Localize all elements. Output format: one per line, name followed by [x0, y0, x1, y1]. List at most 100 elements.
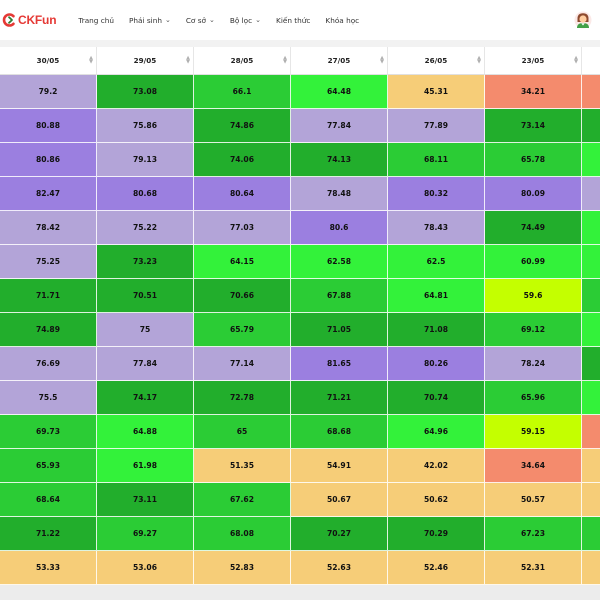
table-row: 79.2 73.08 66.1 64.48 45.31 34.21 [0, 75, 600, 109]
table-cell: 80.09 [485, 177, 582, 211]
sort-icon[interactable]: ▲ ▼ [380, 55, 384, 65]
table-row: 53.33 53.06 52.83 52.63 52.46 52.31 [0, 551, 600, 585]
table-cell [582, 279, 600, 313]
table-body: 79.2 73.08 66.1 64.48 45.31 34.21 80.88 75.86 74… [0, 75, 600, 585]
chevron-down-icon: ⌄ [208, 16, 215, 24]
table-row: 82.47 80.68 80.64 78.48 80.32 80.09 [0, 177, 600, 211]
table-cell: 64.81 [388, 279, 485, 313]
table-cell: 80.88 [0, 109, 97, 143]
table-cell: 68.08 [194, 517, 291, 551]
table-cell: 77.03 [194, 211, 291, 245]
table-cell: 51.35 [194, 449, 291, 483]
page-footer-strip [0, 585, 600, 600]
table-cell: 68.68 [291, 415, 388, 449]
nav-item[interactable]: Phái sinh ⌄ [129, 16, 171, 25]
brand-logo[interactable]: CKFun [2, 13, 57, 27]
table-cell: 71.22 [0, 517, 97, 551]
nav-item[interactable]: Kiến thức [276, 16, 310, 25]
table-cell: 62.58 [291, 245, 388, 279]
sort-icon[interactable]: ▲ ▼ [283, 55, 287, 65]
nav-item[interactable]: Khóa học [325, 16, 359, 25]
table-cell [582, 449, 600, 483]
column-header-label: 26/05 [424, 56, 448, 65]
nav-item[interactable]: Trang chủ [78, 16, 114, 25]
table-cell: 78.43 [388, 211, 485, 245]
table-cell: 67.88 [291, 279, 388, 313]
table-cell: 73.11 [97, 483, 194, 517]
table-cell [582, 245, 600, 279]
column-header[interactable]: 28/05 ▲ ▼ [194, 47, 291, 75]
table-cell [582, 517, 600, 551]
table-cell: 75.22 [97, 211, 194, 245]
table-cell: 34.21 [485, 75, 582, 109]
table-cell: 70.66 [194, 279, 291, 313]
main-nav: Trang chủ Phái sinh ⌄ Cơ sở ⌄ Bộ lọc ⌄ Kiến thứ… [78, 16, 374, 25]
table-cell: 74.06 [194, 143, 291, 177]
table-cell: 52.31 [485, 551, 582, 585]
table-cell: 73.14 [485, 109, 582, 143]
table-cell: 70.74 [388, 381, 485, 415]
chevron-down-icon: ⌄ [255, 16, 262, 24]
table-row: 75.25 73.23 64.15 62.58 62.5 60.99 [0, 245, 600, 279]
nav-item[interactable]: Bộ lọc ⌄ [230, 16, 261, 25]
column-header[interactable] [582, 47, 600, 75]
table-cell: 70.51 [97, 279, 194, 313]
table-cell: 65.78 [485, 143, 582, 177]
column-header-label: 23/05 [521, 56, 545, 65]
table-cell: 34.64 [485, 449, 582, 483]
table-cell [582, 211, 600, 245]
table-cell: 64.48 [291, 75, 388, 109]
column-header[interactable]: 26/05 ▲ ▼ [388, 47, 485, 75]
table-cell: 64.88 [97, 415, 194, 449]
column-header[interactable]: 23/05 ▲ ▼ [485, 47, 582, 75]
table-cell: 75.86 [97, 109, 194, 143]
user-avatar-icon[interactable] [574, 11, 592, 29]
chevron-down-icon: ⌄ [164, 16, 171, 24]
table-cell: 69.27 [97, 517, 194, 551]
nav-item[interactable]: Cơ sở ⌄ [186, 16, 215, 25]
table-cell: 80.68 [97, 177, 194, 211]
table-cell [582, 551, 600, 585]
sort-icon[interactable]: ▲ ▼ [574, 55, 578, 65]
column-header[interactable]: 30/05 ▲ ▼ [0, 47, 97, 75]
table-cell: 65.79 [194, 313, 291, 347]
table-cell: 80.26 [388, 347, 485, 381]
table-cell [582, 347, 600, 381]
table-cell: 81.65 [291, 347, 388, 381]
table-cell: 74.13 [291, 143, 388, 177]
table-cell: 74.49 [485, 211, 582, 245]
table-cell [582, 313, 600, 347]
column-header-label: 29/05 [133, 56, 157, 65]
table-row: 80.88 75.86 74.86 77.84 77.89 73.14 [0, 109, 600, 143]
top-navbar: CKFun Trang chủ Phái sinh ⌄ Cơ sở ⌄ Bộ lọc ⌄ Ki… [0, 0, 600, 40]
table-cell [582, 483, 600, 517]
table-cell: 64.15 [194, 245, 291, 279]
table-cell: 61.98 [97, 449, 194, 483]
table-header: 30/05 ▲ ▼ 29/05 ▲ ▼ 28/05 ▲ ▼ 27/05 ▲ ▼ 26/05 ▲ ▼ 23/05… [0, 47, 600, 75]
table-cell: 59.15 [485, 415, 582, 449]
table-cell: 53.33 [0, 551, 97, 585]
brand-name: CKFun [18, 13, 57, 27]
nav-item-label: Trang chủ [78, 15, 115, 25]
column-header[interactable]: 27/05 ▲ ▼ [291, 47, 388, 75]
table-cell: 77.84 [291, 109, 388, 143]
table-cell: 80.32 [388, 177, 485, 211]
sort-icon[interactable]: ▲ ▼ [89, 55, 93, 65]
table-cell: 70.27 [291, 517, 388, 551]
table-cell: 67.23 [485, 517, 582, 551]
table-cell: 42.02 [388, 449, 485, 483]
table-cell: 66.1 [194, 75, 291, 109]
table-cell: 59.6 [485, 279, 582, 313]
table-cell: 73.08 [97, 75, 194, 109]
table-row: 69.73 64.88 65 68.68 64.96 59.15 [0, 415, 600, 449]
column-header[interactable]: 29/05 ▲ ▼ [97, 47, 194, 75]
table-row: 80.86 79.13 74.06 74.13 68.11 65.78 [0, 143, 600, 177]
sort-icon[interactable]: ▲ ▼ [186, 55, 190, 65]
sort-icon[interactable]: ▲ ▼ [477, 55, 481, 65]
table-cell: 79.2 [0, 75, 97, 109]
table-cell: 71.71 [0, 279, 97, 313]
column-header-label: 30/05 [36, 56, 60, 65]
nav-item-label: Bộ lọc [229, 15, 253, 25]
table-cell [582, 415, 600, 449]
table-cell: 69.73 [0, 415, 97, 449]
